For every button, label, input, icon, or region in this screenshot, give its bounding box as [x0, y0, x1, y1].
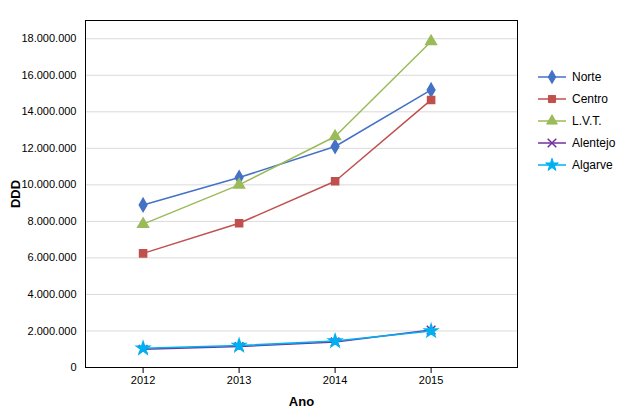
html-text:Algarve: Algarve [572, 158, 613, 172]
svg-text:8.000.000: 8.000.000 [28, 215, 77, 227]
html-text:Centro: Centro [572, 92, 608, 106]
html-text:Alentejo: Alentejo [572, 136, 616, 150]
svg-text:6.000.000: 6.000.000 [28, 251, 77, 263]
svg-text:0: 0 [70, 361, 76, 373]
svg-text:2.000.000: 2.000.000 [28, 324, 77, 336]
svg-text:2012: 2012 [131, 374, 155, 386]
html-text:Norte: Norte [572, 70, 602, 84]
html-text:L.V.T.: L.V.T. [572, 114, 602, 128]
svg-text:10.000.000: 10.000.000 [21, 178, 76, 190]
svg-text:DDD: DDD [8, 180, 23, 208]
svg-text:2014: 2014 [323, 374, 347, 386]
svg-text:18.000.000: 18.000.000 [21, 32, 76, 44]
svg-text:2015: 2015 [419, 374, 443, 386]
svg-text:4.000.000: 4.000.000 [28, 288, 77, 300]
svg-text:14.000.000: 14.000.000 [21, 105, 76, 117]
svg-text:16.000.000: 16.000.000 [21, 69, 76, 81]
svg-text:2013: 2013 [227, 374, 251, 386]
svg-text:12.000.000: 12.000.000 [21, 142, 76, 154]
svg-text:Ano: Ano [289, 394, 314, 409]
